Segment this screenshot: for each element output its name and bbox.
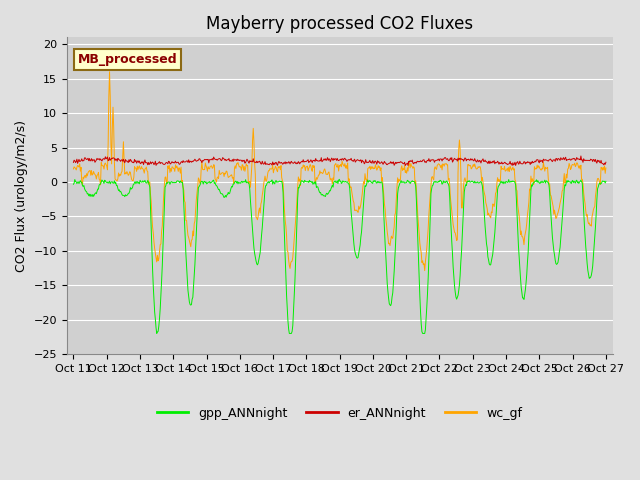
- Text: MB_processed: MB_processed: [77, 53, 177, 66]
- Legend: gpp_ANNnight, er_ANNnight, wc_gf: gpp_ANNnight, er_ANNnight, wc_gf: [152, 402, 527, 424]
- Y-axis label: CO2 Flux (urology/m2/s): CO2 Flux (urology/m2/s): [15, 120, 28, 272]
- Title: Mayberry processed CO2 Fluxes: Mayberry processed CO2 Fluxes: [206, 15, 473, 33]
